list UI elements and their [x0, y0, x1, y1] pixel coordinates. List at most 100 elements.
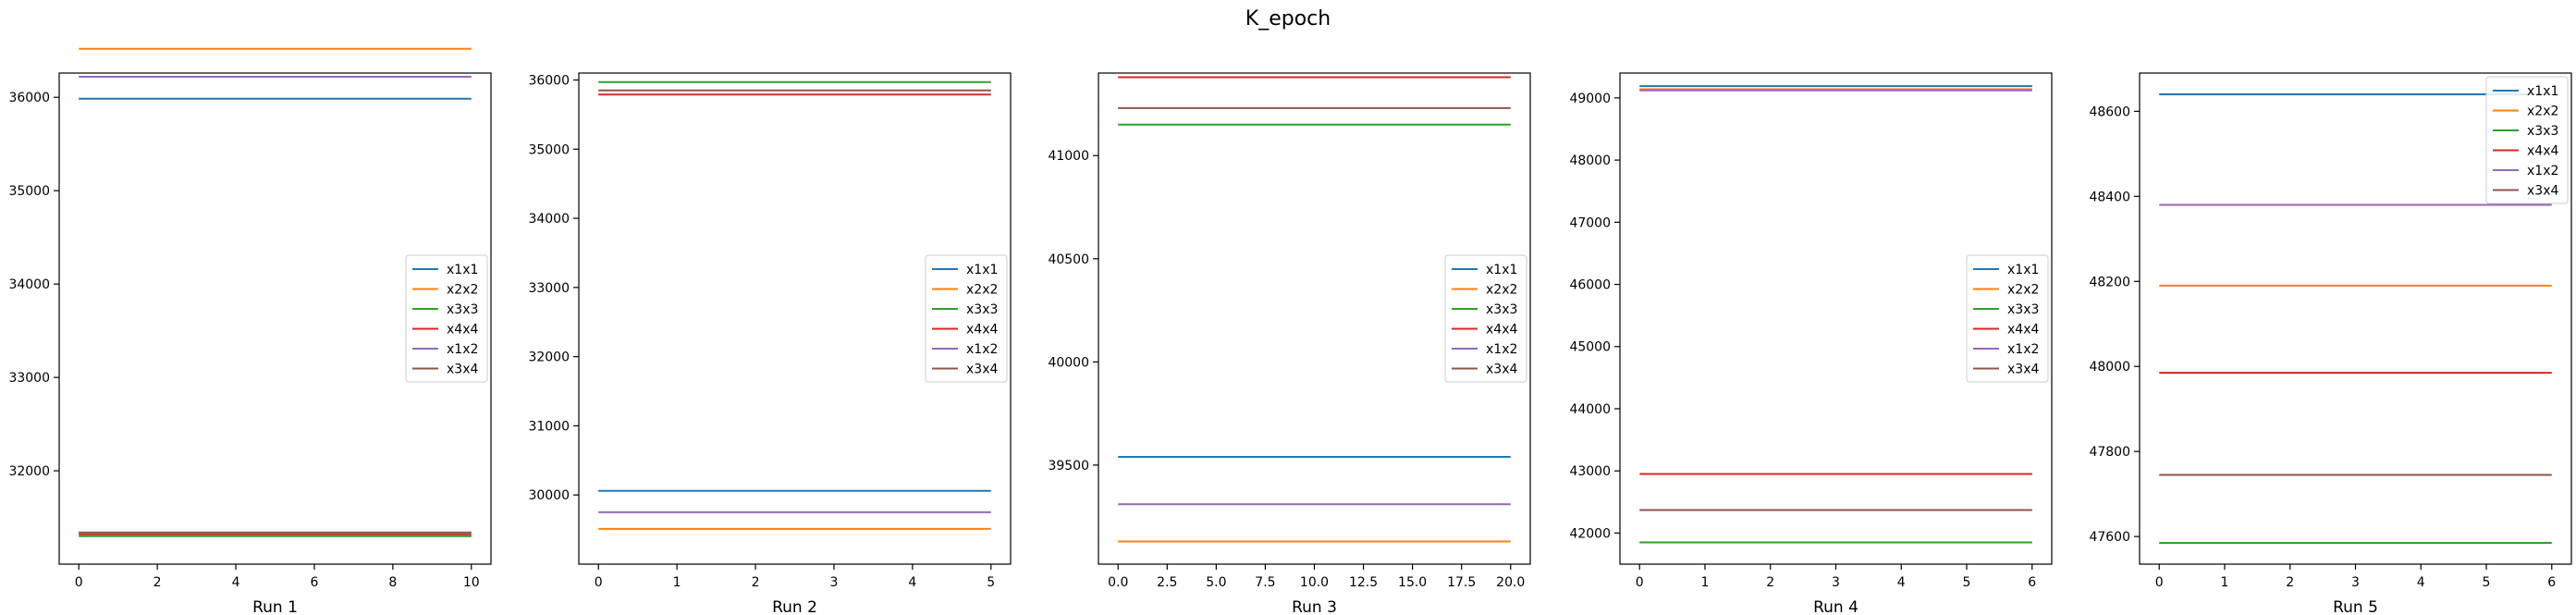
- y-tick-label: 46000: [1569, 278, 1611, 293]
- y-tick-label: 49000: [1569, 92, 1611, 106]
- legend-label-x1x1: x1x1: [447, 263, 478, 277]
- x-tick-label: 6: [310, 575, 318, 590]
- x-axis-label: Run 4: [1813, 598, 1858, 615]
- legend: x1x1 x2x2 x3x3 x4x4 x1x2 x3x4: [925, 254, 1008, 383]
- x-axis-label: Run 1: [252, 598, 298, 615]
- x-axis-label: Run 2: [772, 598, 817, 615]
- chart-panel-5: 0 1 2 3 4 5 6 47600 47800 48000 48200 48400 48600 Run…: [2089, 72, 2572, 615]
- legend-label-x1x1: x1x1: [2527, 84, 2558, 99]
- legend-label-x3x3: x3x3: [1486, 302, 1517, 317]
- legend-label-x4x4: x4x4: [1486, 323, 1517, 338]
- y-tick-label: 32000: [8, 464, 50, 479]
- legend-label-x2x2: x2x2: [966, 283, 998, 298]
- chart-panel-2: 0 1 2 3 4 5 30000 31000 32000 33000 34000 35000 3600…: [528, 72, 1012, 615]
- legend-label-x3x3: x3x3: [966, 302, 998, 317]
- legend-label-x3x3: x3x3: [2527, 124, 2558, 139]
- legend-label-x1x1: x1x1: [1486, 263, 1517, 277]
- legend-label-x1x1: x1x1: [966, 263, 998, 277]
- figure-title: K_epoch: [1245, 7, 1331, 31]
- y-tick-label: 47600: [2089, 530, 2130, 545]
- x-tick-label: 2: [153, 575, 162, 590]
- y-tick-label: 47800: [2089, 445, 2130, 460]
- x-tick-label: 4: [2417, 575, 2425, 590]
- chart-panel-3: 0.0 2.5 5.0 7.5 10.0 12.5 15.0 17.5 20.0 39500 400…: [1048, 72, 1531, 615]
- x-tick-label: 2.5: [1157, 575, 1177, 590]
- axes-frame: [578, 72, 1012, 565]
- legend-label-x3x4: x3x4: [966, 363, 998, 377]
- x-tick-label: 20.0: [1496, 575, 1525, 590]
- y-tick-label: 33000: [8, 371, 50, 386]
- y-tick-label: 36000: [8, 91, 50, 105]
- legend: x1x1 x2x2 x3x3 x4x4 x1x2 x3x4: [2485, 76, 2569, 204]
- x-tick-label: 2: [1766, 575, 1774, 590]
- y-tick-label: 42000: [1569, 526, 1611, 541]
- y-tick-label: 48600: [2089, 105, 2130, 119]
- x-tick-label: 0: [2155, 575, 2164, 590]
- x-tick-label: 5: [987, 575, 995, 590]
- x-tick-label: 1: [2221, 575, 2229, 590]
- legend-label-x4x4: x4x4: [2527, 144, 2558, 159]
- legend-label-x1x2: x1x2: [447, 342, 478, 357]
- legend-label-x1x2: x1x2: [2007, 342, 2039, 357]
- x-tick-label: 3: [2351, 575, 2360, 590]
- y-tick-label: 40500: [1048, 252, 1089, 267]
- x-tick-label: 5.0: [1206, 575, 1226, 590]
- x-tick-label: 0: [595, 575, 603, 590]
- y-tick-label: 44000: [1569, 402, 1611, 417]
- y-tick-label: 45000: [1569, 340, 1611, 355]
- legend-label-x1x2: x1x2: [1486, 342, 1517, 357]
- legend-label-x3x3: x3x3: [447, 302, 478, 317]
- legend-label-x2x2: x2x2: [2007, 283, 2039, 298]
- y-tick-label: 34000: [528, 212, 570, 227]
- legend-label-x2x2: x2x2: [447, 283, 478, 298]
- legend: x1x1 x2x2 x3x3 x4x4 x1x2 x3x4: [1966, 254, 2049, 383]
- x-tick-label: 5: [2483, 575, 2491, 590]
- legend-label-x4x4: x4x4: [447, 323, 478, 338]
- chart-panel-4: 0 1 2 3 4 5 6 42000 43000 44000 45000 46000 47000 480…: [1569, 72, 2053, 615]
- legend-label-x2x2: x2x2: [1486, 283, 1517, 298]
- legend-label-x4x4: x4x4: [966, 323, 998, 338]
- legend-label-x2x2: x2x2: [2527, 105, 2558, 119]
- axes-frame: [58, 72, 492, 565]
- y-tick-label: 36000: [528, 73, 570, 88]
- x-tick-label: 3: [1832, 575, 1840, 590]
- x-tick-label: 4: [908, 575, 916, 590]
- legend-label-x1x2: x1x2: [2527, 164, 2558, 178]
- legend-label-x3x4: x3x4: [1486, 363, 1517, 377]
- x-tick-label: 15.0: [1398, 575, 1427, 590]
- y-tick-label: 48200: [2089, 275, 2130, 289]
- legend-box: [1444, 254, 1527, 383]
- x-tick-label: 4: [1897, 575, 1906, 590]
- legend-label-x3x3: x3x3: [2007, 302, 2039, 317]
- y-tick-label: 43000: [1569, 464, 1611, 479]
- y-tick-label: 47000: [1569, 215, 1611, 230]
- y-tick-label: 34000: [8, 277, 50, 292]
- x-axis-label: Run 3: [1292, 598, 1337, 615]
- y-tick-label: 48400: [2089, 190, 2130, 204]
- y-tick-label: 35000: [8, 184, 50, 199]
- y-tick-label: 33000: [528, 281, 570, 296]
- y-tick-label: 30000: [528, 488, 570, 503]
- x-axis-label: Run 5: [2333, 598, 2378, 615]
- legend-label-x3x4: x3x4: [447, 363, 478, 377]
- x-tick-label: 2: [752, 575, 760, 590]
- x-tick-label: 0: [1636, 575, 1644, 590]
- x-tick-label: 10: [463, 575, 480, 590]
- legend-box: [925, 254, 1008, 383]
- y-tick-label: 32000: [528, 351, 570, 365]
- x-tick-label: 2: [2286, 575, 2294, 590]
- x-tick-label: 10.0: [1300, 575, 1329, 590]
- y-tick-label: 40000: [1048, 355, 1089, 370]
- x-tick-label: 17.5: [1447, 575, 1476, 590]
- chart-panel-1: 0 2 4 6 8 10 32000 33000 34000 35000 36000 Run 1 x1x…: [8, 47, 492, 615]
- y-tick-label: 35000: [528, 142, 570, 157]
- y-tick-label: 41000: [1048, 149, 1089, 164]
- legend-box: [1966, 254, 2049, 383]
- x-tick-label: 1: [673, 575, 681, 590]
- y-tick-label: 48000: [2089, 360, 2130, 375]
- y-tick-label: 48000: [1569, 154, 1611, 168]
- x-tick-label: 6: [2547, 575, 2556, 590]
- legend-label-x1x2: x1x2: [966, 342, 998, 357]
- x-tick-label: 3: [829, 575, 838, 590]
